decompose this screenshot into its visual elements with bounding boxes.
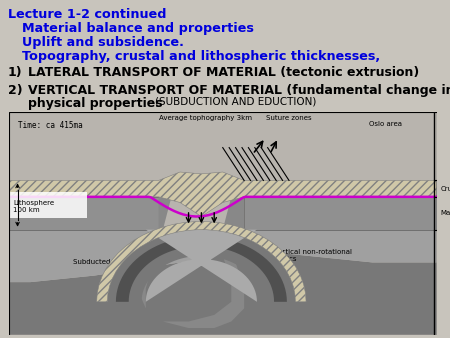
Text: Time: ca 415ma: Time: ca 415ma (18, 121, 82, 130)
Polygon shape (146, 230, 257, 302)
Text: LATERAL TRANSPORT OF MATERIAL (tectonic extrusion): LATERAL TRANSPORT OF MATERIAL (tectonic … (28, 66, 419, 79)
Text: ‹Laurentia: ‹Laurentia (31, 184, 67, 190)
Text: Lithosphere
100 km: Lithosphere 100 km (11, 197, 52, 210)
Text: Lithosphere
100 km: Lithosphere 100 km (14, 200, 54, 213)
Text: Subducted crust: Subducted crust (73, 260, 130, 265)
Polygon shape (9, 197, 158, 230)
Text: 2): 2) (8, 84, 22, 97)
Text: Lecture 1-2 continued: Lecture 1-2 continued (8, 8, 166, 21)
Text: physical properties: physical properties (28, 97, 162, 110)
Text: Uplift and subsidence.: Uplift and subsidence. (22, 36, 184, 49)
Text: Oslo area: Oslo area (369, 121, 402, 127)
Text: Suture zones: Suture zones (266, 115, 311, 121)
Text: Vertical non-rotational
fabrics: Vertical non-rotational fabrics (274, 249, 352, 262)
Polygon shape (244, 197, 436, 230)
Text: Crust: Crust (441, 186, 450, 192)
Text: Topography, crustal and lithospheric thicknesses,: Topography, crustal and lithospheric thi… (22, 50, 380, 63)
Text: Mantle: Mantle (441, 210, 450, 216)
Polygon shape (137, 197, 244, 328)
Text: Average tophography 3km: Average tophography 3km (158, 115, 252, 121)
Text: Material balance and properties: Material balance and properties (22, 22, 254, 35)
Polygon shape (9, 230, 436, 282)
Polygon shape (9, 249, 436, 335)
Text: 1): 1) (8, 66, 22, 79)
Polygon shape (116, 236, 287, 302)
Text: (SUBDUCTION AND EDUCTION): (SUBDUCTION AND EDUCTION) (155, 97, 316, 107)
Polygon shape (97, 221, 306, 302)
Polygon shape (9, 172, 436, 217)
Text: Baltica›: Baltica› (342, 184, 369, 190)
FancyBboxPatch shape (9, 192, 87, 218)
Text: VERTICAL TRANSPORT OF MATERIAL (fundamental change in: VERTICAL TRANSPORT OF MATERIAL (fundamen… (28, 84, 450, 97)
Polygon shape (99, 223, 304, 302)
